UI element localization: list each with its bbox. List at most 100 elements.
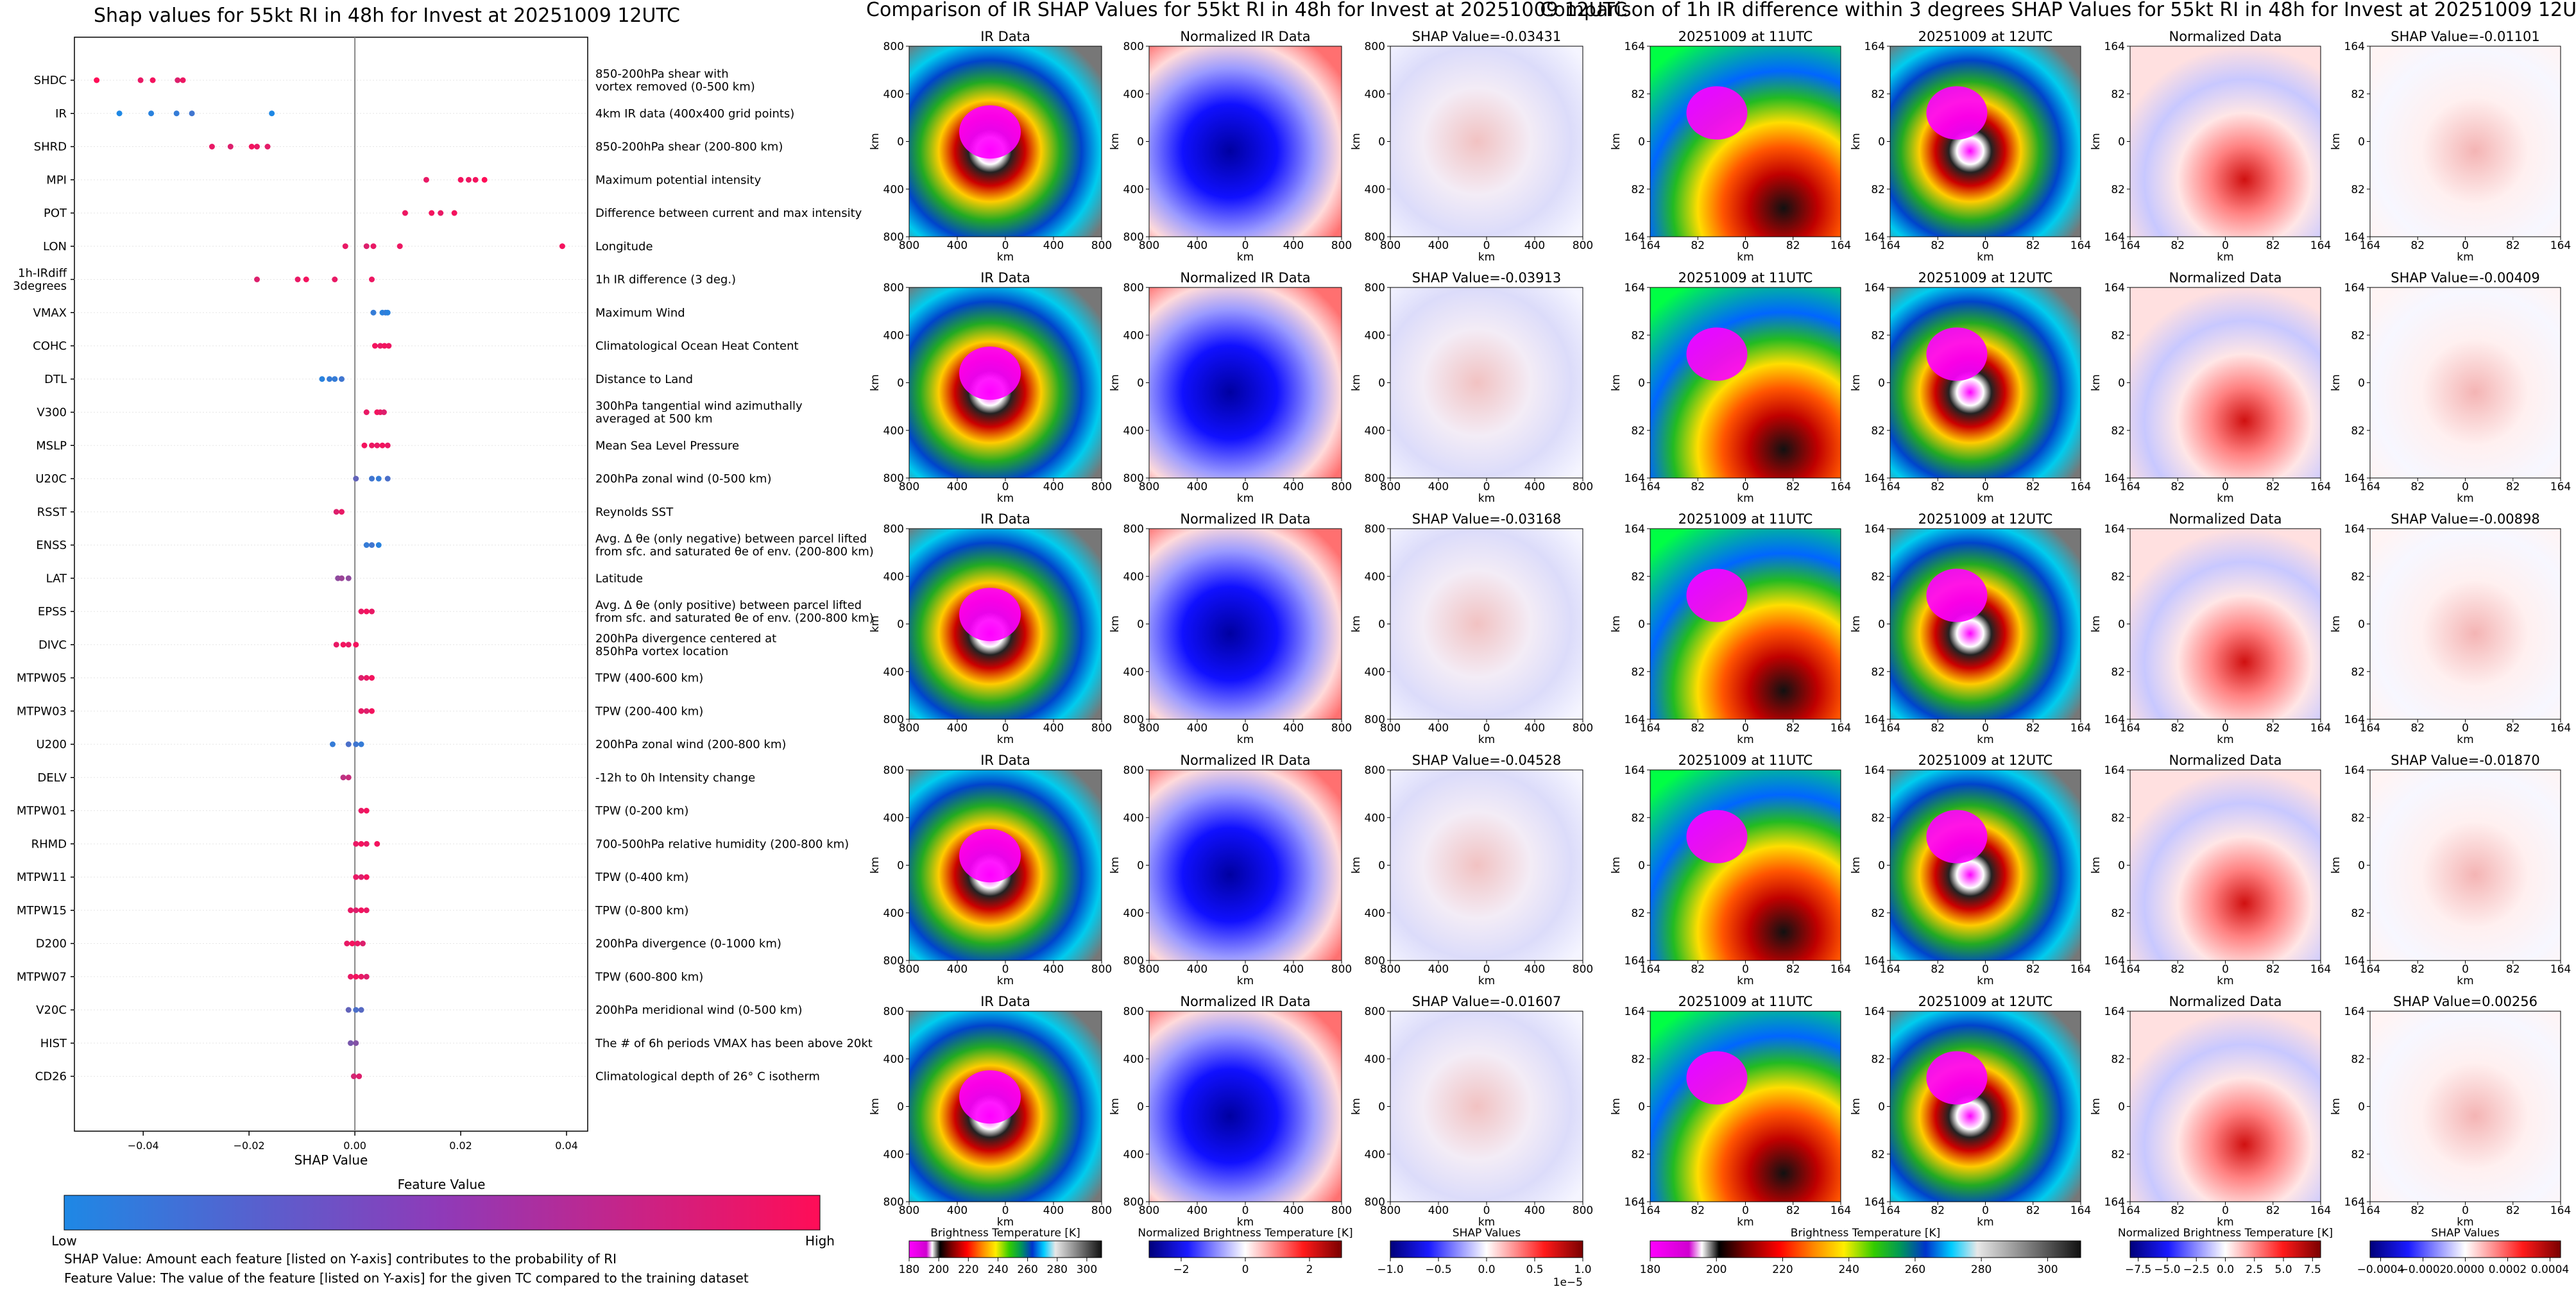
map-image-shap [1390,46,1583,237]
shap-point [340,642,346,648]
map-y-tick-label: 82 [1871,907,1885,920]
map-y-tick-label: 800 [1123,1196,1144,1209]
map-y-tick-label: 164 [2104,1196,2125,1209]
map-y-tick-label: 164 [1864,523,1885,536]
map-y-tick-label: 800 [883,40,904,53]
map-y-tick-label: 400 [1123,425,1144,438]
map-x-tick-label: 82 [2026,481,2040,493]
shap-point [353,841,359,847]
map-y-tick-label: 400 [1365,1148,1385,1161]
shap-point [353,874,359,880]
map-x-tick-label: 400 [1283,722,1304,735]
map-y-label: km [2090,133,2103,149]
map-x-tick-label: 164 [2360,481,2380,493]
map-y-tick-label: 400 [1123,1148,1144,1161]
shap-feature-description: Maximum potential intensity [595,173,762,187]
map-x-label: km [1977,492,1993,505]
shap-feature-description: 850hPa vortex location [595,645,728,658]
colorbar-bwr [1390,1240,1583,1258]
map-y-label: km [2330,857,2342,873]
map-y-tick-label: 400 [1365,88,1385,101]
map-x-tick-label: 82 [2266,1204,2280,1217]
map-panel-title: Normalized Data [2169,753,2282,768]
map-y-label: km [1350,857,1363,873]
map-x-tick-label: 800 [1331,963,1352,976]
map-y-label: km [1350,133,1363,149]
shap-point [363,841,370,847]
shap-feature-label: MTPW15 [17,904,67,918]
colorbar-ir [908,1240,1102,1258]
shap-feature-description: 200hPa divergence (0-1000 km) [595,937,781,951]
map-x-tick-label: 0 [1982,722,1989,735]
map-x-tick-label: 164 [2070,963,2091,976]
shap-feature-description: Longitude [595,240,653,253]
map-y-tick-label: 82 [2111,329,2125,342]
shap-point [345,774,352,781]
map-x-tick-label: 164 [2550,1204,2571,1217]
shap-point [254,277,260,282]
shap-x-ticks: −0.04 −0.02 0.00 0.02 0.04 [128,1131,578,1152]
map-y-tick-label: 800 [1123,764,1144,777]
map-x-tick-label: 82 [2266,481,2280,493]
map-x-tick-label: 0 [1982,481,1989,493]
map-x-label: km [2217,975,2233,987]
map-x-tick-label: 164 [1640,481,1660,493]
shap-point [342,243,348,250]
map-y-tick-label: 82 [2111,812,2125,824]
map-x-label: km [2457,251,2473,264]
shap-feature-description: 200hPa zonal wind (0-500 km) [595,472,772,486]
map-x-tick-label: 400 [947,481,968,493]
map-y-tick-label: 82 [1631,812,1645,824]
map-y-tick-label: 400 [1365,907,1385,920]
map-y-tick-label: 82 [2351,666,2365,679]
storm-cold-top [959,105,1021,159]
map-x-tick-label: 164 [1830,722,1851,735]
note-feature-value: Feature Value: The value of the feature … [64,1270,749,1286]
map-x-tick-label: 800 [1331,481,1352,493]
colorbar-tick-label: 240 [987,1263,1008,1276]
map-image-ir11 [1650,46,1841,237]
shap-feature-label: LON [43,240,67,253]
map-x-tick-label: 0 [2462,481,2469,493]
map-y-label: km [1109,133,1122,149]
map-y-tick-label: 0 [1878,619,1885,631]
map-y-tick-label: 0 [2358,1101,2365,1114]
map-x-tick-label: 82 [2026,963,2040,976]
colorbar-label: SHAP Values [2431,1227,2500,1240]
map-y-tick-label: 82 [1871,666,1885,679]
map-y-tick-label: 800 [1365,231,1385,244]
shap-point [358,973,364,980]
map-x-label: km [1737,733,1753,746]
map-x-label: km [2217,733,2233,746]
map-x-tick-label: 800 [1091,239,1112,252]
shap-feature-description: The # of 6h periods VMAX has been above … [595,1037,873,1050]
shap-x-label: SHAP Value [294,1152,368,1168]
map-x-tick-label: 82 [1691,963,1705,976]
colorbar-tick-label: 0.5 [1526,1263,1543,1276]
shap-point [363,608,370,615]
shap-point [340,774,346,781]
map-y-tick-label: 82 [1631,666,1645,679]
map-y-tick-label: 400 [1365,570,1385,583]
shap-point [384,475,391,482]
colorbar-ir [1650,1240,2081,1258]
map-x-tick-label: 164 [2310,481,2331,493]
map-y-tick-label: 0 [1638,136,1645,149]
shap-point [369,608,375,615]
map-y-tick-label: 0 [2118,1101,2125,1114]
map-y-tick-label: 164 [2344,523,2365,536]
map-x-label: km [1478,251,1495,264]
shap-feature-label: IR [55,107,67,121]
map-y-tick-label: 82 [2111,907,2125,920]
map-image-ir12 [1889,528,2081,720]
shap-feature-label: V20C [36,1003,67,1017]
shap-feature-label: 1h-IRdiff 3degrees [13,267,67,293]
shap-point [303,277,309,282]
colorbar-tick-label: 2 [1306,1263,1313,1276]
storm-cold-top [1686,1051,1748,1105]
shap-point [149,77,156,83]
map-x-tick-label: 82 [1691,481,1705,493]
map-x-tick-label: 800 [899,963,919,976]
map-x-tick-label: 82 [2410,963,2425,976]
map-y-tick-label: 82 [2111,425,2125,438]
